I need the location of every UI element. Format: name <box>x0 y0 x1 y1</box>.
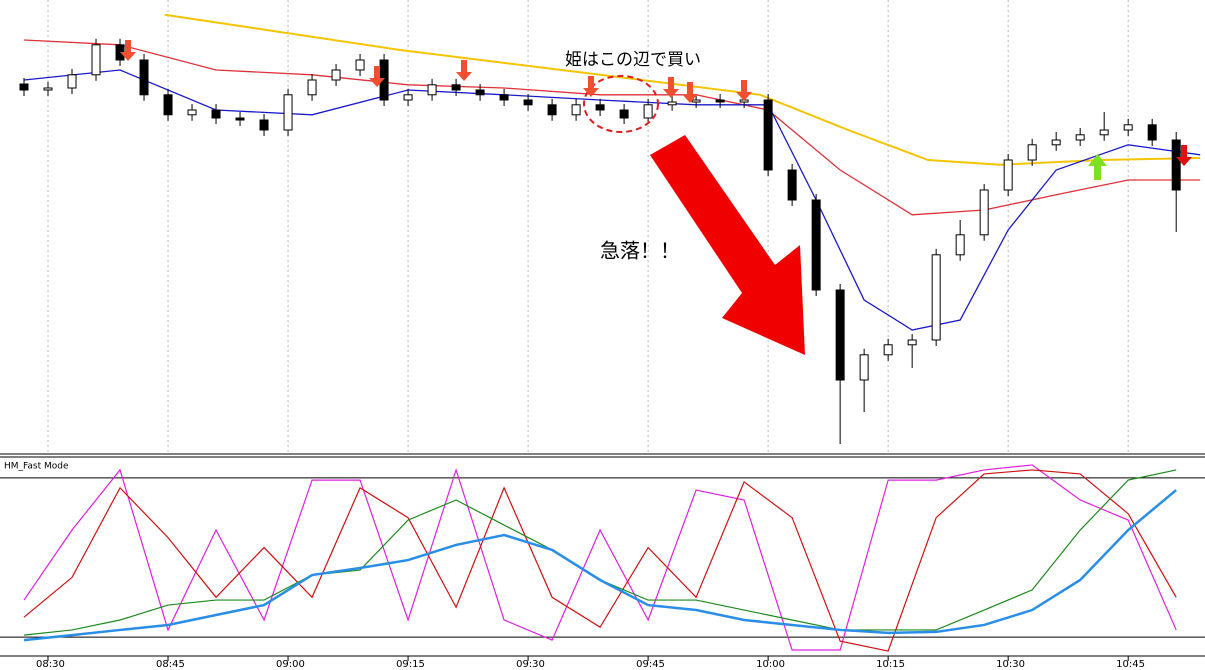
candle-body <box>19 83 29 91</box>
down-arrow <box>1176 145 1192 166</box>
candle-body <box>1027 144 1037 161</box>
candle-body <box>1075 134 1085 141</box>
big-arrow <box>650 135 805 355</box>
candle-body <box>211 109 221 119</box>
candle-body <box>235 117 245 121</box>
candle-body <box>811 199 821 291</box>
candle-body <box>403 94 413 101</box>
candle-body <box>427 84 437 96</box>
x-tick-label: 09:00 <box>276 659 305 670</box>
candle-body <box>331 69 341 81</box>
candle-body <box>835 289 845 381</box>
down-arrow <box>120 40 136 61</box>
candle-body <box>571 104 581 116</box>
candle-body <box>187 109 197 116</box>
down-arrow <box>456 60 472 81</box>
candle-body <box>883 344 893 356</box>
candle-body <box>307 79 317 96</box>
x-tick-label: 08:45 <box>156 659 185 670</box>
candle-body <box>1123 124 1133 131</box>
candle-body <box>1147 124 1157 141</box>
candle-body <box>499 94 509 101</box>
candle-body <box>691 99 701 103</box>
candle-body <box>595 104 605 111</box>
signal-arrows <box>120 40 1192 166</box>
down-arrow <box>663 77 679 98</box>
candle-body <box>859 354 869 381</box>
candle-body <box>451 84 461 91</box>
x-tick-label: 09:15 <box>396 659 425 670</box>
candle-body <box>1051 139 1061 146</box>
x-tick-label: 10:00 <box>756 659 785 670</box>
indicator-line <box>23 464 1177 651</box>
candle-body <box>91 44 101 76</box>
candle-body <box>907 339 917 346</box>
indicator-line <box>23 469 1177 652</box>
x-tick-label: 09:45 <box>636 659 665 670</box>
candle-body <box>547 104 557 116</box>
candle-body <box>475 89 485 96</box>
candle-body <box>259 119 269 131</box>
down-arrow <box>682 82 698 103</box>
candle-body <box>139 59 149 96</box>
down-arrow <box>369 66 385 87</box>
candle-body <box>715 99 725 103</box>
indicator-title: HM_Fast Mode <box>4 462 69 472</box>
candle-body <box>667 101 677 106</box>
candle-body <box>955 234 965 256</box>
candle-body <box>355 59 365 71</box>
down-arrow <box>583 76 599 97</box>
up-arrow <box>1088 154 1107 180</box>
candle-body <box>1171 139 1181 191</box>
x-tick-label: 10:15 <box>876 659 905 670</box>
candle-body <box>523 99 533 106</box>
down-arrow <box>736 80 752 101</box>
candle-body <box>787 169 797 201</box>
candle-body <box>283 94 293 131</box>
candle-body <box>979 189 989 236</box>
annotation: 急落！！ <box>600 239 680 263</box>
x-tick-label: 09:30 <box>516 659 545 670</box>
candle-body <box>163 94 173 116</box>
indicator-line <box>23 489 1178 642</box>
candle-body <box>1003 159 1013 191</box>
annotation: 姫はこの辺で買い <box>565 50 701 70</box>
x-tick-label: 10:45 <box>1116 659 1145 670</box>
candle-body <box>1099 129 1109 136</box>
candle-body <box>43 87 53 91</box>
candle-body <box>931 254 941 341</box>
highlight-ellipse <box>583 75 659 133</box>
x-tick-label: 08:30 <box>36 659 65 670</box>
candle-body <box>67 74 77 89</box>
candle-body <box>763 99 773 171</box>
candle-body <box>643 104 653 119</box>
candle-body <box>619 109 629 119</box>
moving-average <box>164 13 1201 166</box>
x-tick-label: 10:30 <box>996 659 1025 670</box>
